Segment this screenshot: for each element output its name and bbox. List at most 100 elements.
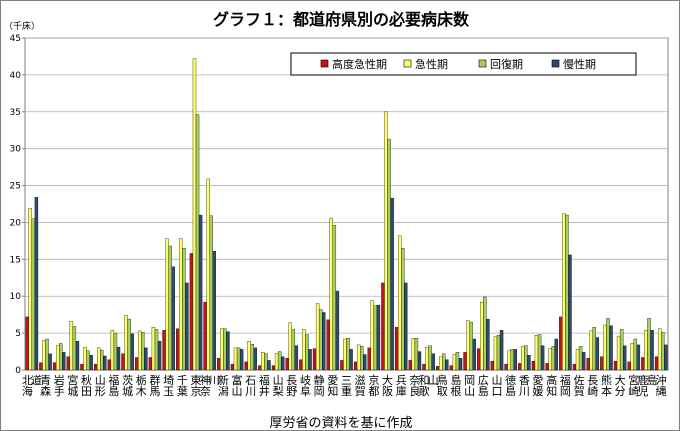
x-category-label: 福 <box>108 373 119 387</box>
bar-急性期-岩手 <box>55 345 60 371</box>
bar-回復期-佐賀 <box>578 346 583 371</box>
bar-高度急性期-福岡 <box>559 316 563 371</box>
bar-急性期-東京 <box>192 58 197 371</box>
bar-回復期-山口 <box>496 335 501 371</box>
chart-title: グラフ１：都道府県別の必要病床数 <box>212 10 469 29</box>
bar-回復期-兵庫 <box>401 248 405 371</box>
bar-回復期-静岡 <box>318 309 323 371</box>
y-tick-label: 20 <box>10 218 22 228</box>
x-category-label: 長 <box>286 374 297 387</box>
bar-慢性期-岡山 <box>472 338 476 371</box>
bar-急性期-沖縄 <box>657 328 662 371</box>
bar-急性期-栃木 <box>138 330 142 371</box>
bar-慢性期-佐賀 <box>581 352 586 371</box>
bar-回復期-群馬 <box>154 329 159 371</box>
x-category-label: 島 <box>478 384 489 398</box>
x-category-label: 島 <box>450 373 461 387</box>
bar-慢性期-鹿児島 <box>650 329 654 371</box>
bar-高度急性期-香川 <box>518 363 522 371</box>
x-category-label: 潟 <box>218 385 229 398</box>
bar-回復期-長崎 <box>592 327 596 371</box>
x-category-label: 大 <box>382 373 393 387</box>
bar-慢性期-熊本 <box>609 325 613 371</box>
x-category-label: 玉 <box>163 385 174 398</box>
bar-慢性期-大阪 <box>390 197 394 371</box>
legend <box>290 52 637 76</box>
x-category-label: 井 <box>259 384 270 398</box>
x-category-label: 鳥 <box>437 373 448 387</box>
bar-回復期-岡山 <box>469 321 473 371</box>
bar-高度急性期-大分 <box>613 360 618 371</box>
bar-高度急性期-岩手 <box>52 362 57 371</box>
x-category-label: 梨 <box>273 384 284 398</box>
x-category-label: 広 <box>478 374 489 387</box>
x-category-label: 児 <box>637 385 648 398</box>
x-category-label: 群 <box>149 373 160 387</box>
bar-慢性期-長崎 <box>595 337 600 371</box>
bar-慢性期-北海道 <box>34 197 39 371</box>
bar-急性期-大分 <box>616 335 621 371</box>
bar-高度急性期-広島 <box>477 348 481 371</box>
x-category-label: 京 <box>191 384 202 398</box>
x-category-label: 熊 <box>601 373 612 387</box>
bar-高度急性期-奈良 <box>408 360 413 371</box>
bar-急性期-高知 <box>548 348 552 371</box>
bar-回復期-大分 <box>619 329 624 371</box>
x-category-label: 島 <box>646 373 657 387</box>
bar-回復期-香川 <box>524 345 528 371</box>
x-category-label: 徳 <box>505 374 516 387</box>
bar-慢性期-東京 <box>198 214 203 371</box>
x-category-label: 奈 <box>200 384 211 398</box>
bar-回復期-広島 <box>483 296 487 371</box>
bar-回復期-石川 <box>250 344 254 371</box>
x-category-label: 岡 <box>314 385 325 398</box>
x-category-label: 岐 <box>300 374 311 387</box>
bar-回復期-和歌山 <box>428 345 432 371</box>
bar-回復期-岐阜 <box>305 334 309 371</box>
y-tick-label: 45 <box>10 34 21 44</box>
y-tick-label: 15 <box>10 255 21 265</box>
x-category-label: 山 <box>428 374 439 387</box>
bar-高度急性期-長崎 <box>586 358 590 371</box>
bar-慢性期-群馬 <box>157 341 162 371</box>
bar-高度急性期-秋田 <box>80 363 84 371</box>
bar-回復期-奈良 <box>414 338 419 371</box>
bar-回復期-福岡 <box>565 214 569 371</box>
y-tick-label: 40 <box>10 71 22 81</box>
bar-回復期-三重 <box>346 338 350 371</box>
bar-急性期-千葉 <box>179 238 183 371</box>
legend-swatch <box>478 59 487 68</box>
bar-急性期-北海道 <box>28 208 33 371</box>
x-category-label: 岩 <box>54 373 65 387</box>
bar-慢性期-鳥取 <box>445 359 449 371</box>
bar-高度急性期-岐阜 <box>299 359 303 371</box>
x-category-label: 京 <box>368 373 379 387</box>
x-category-label: 岡 <box>560 385 571 398</box>
bar-高度急性期-青森 <box>39 362 43 371</box>
x-category-label: 道 <box>31 373 42 387</box>
bar-高度急性期-宮崎 <box>627 361 631 371</box>
x-category-label: 佐 <box>574 373 585 387</box>
bar-慢性期-宮城 <box>75 341 80 371</box>
x-category-label: 兵 <box>396 374 407 387</box>
bar-急性期-福井 <box>261 352 265 371</box>
bar-回復期-徳島 <box>510 349 514 371</box>
bar-高度急性期-栃木 <box>135 357 139 371</box>
x-category-label: 島 <box>505 384 516 398</box>
x-category-label: 神 <box>200 373 211 387</box>
x-category-label: 富 <box>232 373 243 387</box>
bar-高度急性期-茨城 <box>121 353 125 371</box>
y-tick-label: 35 <box>10 108 21 118</box>
bar-慢性期-岐阜 <box>308 349 312 371</box>
x-category-label: 島 <box>108 384 119 398</box>
bar-高度急性期-鹿児島 <box>641 357 645 371</box>
y-tick-label: 5 <box>15 329 21 339</box>
bar-高度急性期-新潟 <box>217 358 221 371</box>
x-category-label: 歌 <box>419 384 430 398</box>
x-category-label: 青 <box>40 374 51 387</box>
x-category-label: 千 <box>177 374 188 387</box>
plot-area <box>24 37 669 371</box>
bar-回復期-大阪 <box>387 138 391 371</box>
bar-高度急性期-滋賀 <box>353 361 358 371</box>
x-category-label: 知 <box>327 384 338 398</box>
